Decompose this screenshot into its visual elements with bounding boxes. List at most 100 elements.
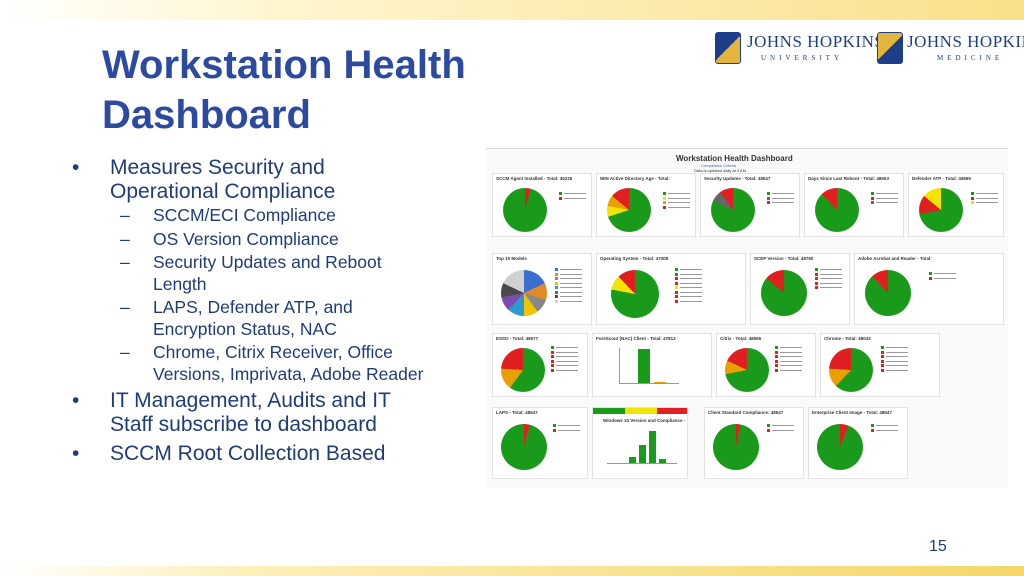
sub-bullet-item: – Security Updates and Reboot Length <box>70 252 490 295</box>
sub-bullet-marker: – <box>120 228 130 249</box>
pie-chart <box>503 188 547 232</box>
bullet-list: • Measures Security and Operational Comp… <box>70 156 490 468</box>
bullet-text: Staff subscribe to dashboard <box>110 412 377 436</box>
top-gradient-bar <box>0 0 1024 20</box>
sub-bullet-text: Encryption Status, NAC <box>153 318 337 339</box>
dashboard-screenshot: Workstation Health Dashboard Compliance … <box>486 148 1008 488</box>
bullet-text: Operational Compliance <box>110 179 336 203</box>
slide-title: Workstation Health Dashboard <box>102 40 542 140</box>
pie-chart <box>817 424 863 470</box>
panel-title: LAPS - Total: 48547 <box>496 410 538 415</box>
pie-chart <box>725 348 769 392</box>
status-swatch-yellow <box>625 408 657 414</box>
panel-title: Enterprise Client Image - Total: 48547 <box>812 410 892 415</box>
jhu-logo-sub: UNIVERSITY <box>761 54 843 62</box>
panel-title: Client Standard Compliance: 48547 <box>708 410 784 415</box>
sub-bullet-item: – OS Version Compliance <box>70 229 490 251</box>
panel-title: Defender ATP - Total: 45665 <box>912 176 971 181</box>
pie-chart <box>865 270 911 316</box>
panel-title: Operating System - Total: 47008 <box>600 256 669 261</box>
sub-bullet-item: – Chrome, Citrix Receiver, Office Versio… <box>70 342 490 385</box>
pie-chart <box>829 348 873 392</box>
bar-chart <box>619 348 679 384</box>
sub-bullet-text: Versions, Imprivata, Adobe Reader <box>153 363 424 384</box>
pie-chart <box>607 188 651 232</box>
bar <box>654 382 666 383</box>
panel-title: ForeScout (NAC) Client - Total: 47813 <box>596 336 676 341</box>
panel-title: SCEP Version - Total: 48760 <box>754 256 814 261</box>
status-swatch-red <box>657 408 687 414</box>
jhm-logo-sub: MEDICINE <box>937 54 1004 62</box>
pie-chart <box>761 270 807 316</box>
panel-chrome: Chrome - Total: 48043 <box>820 333 940 397</box>
panel-days-since-reboot: Days Since Last Reboot - Total: 48553 <box>804 173 904 237</box>
panel-win10-version: Windows 10 Version and Compliance - <box>592 407 688 479</box>
panel-title: Top 10 Models <box>496 256 527 261</box>
logos: JOHNS HOPKINS UNIVERSITY JOHNS HOPKINS M… <box>715 30 1024 70</box>
pie-chart <box>501 348 545 392</box>
dashboard-title: Workstation Health Dashboard <box>676 154 793 163</box>
panel-security-updates: Security Updates - Total: 48547 <box>700 173 800 237</box>
pie-chart <box>501 424 547 470</box>
panel-esso: ESSO - Total: 48577 <box>492 333 588 397</box>
panel-sccm-agent: SCCM Agent Installed - Total: 45225 <box>492 173 592 237</box>
sub-bullet-marker: – <box>120 297 130 317</box>
sub-bullet-text: SCCM/ECI Compliance <box>153 205 336 225</box>
sub-bullet-text: LAPS, Defender ATP, and <box>153 297 353 317</box>
sub-bullet-text: Chrome, Citrix Receiver, Office <box>153 342 393 362</box>
bar-chart <box>607 430 677 464</box>
updated-note: Data is updated daily at 3 AM <box>694 168 747 173</box>
panel-title: Security Updates - Total: 48547 <box>704 176 771 181</box>
bullet-item: • Measures Security and Operational Comp… <box>70 156 490 203</box>
sub-bullet-text: Length <box>153 273 207 294</box>
bottom-gradient-bar <box>0 566 1024 576</box>
compliance-criteria-link[interactable]: Compliance Criteria <box>701 163 737 168</box>
jhu-logo-name: JOHNS HOPKINS <box>747 32 885 51</box>
panel-laps: LAPS - Total: 48547 <box>492 407 588 479</box>
status-swatch-green <box>593 408 625 414</box>
jhm-shield-icon <box>877 32 903 64</box>
panel-defender-atp: Defender ATP - Total: 45665 <box>908 173 1004 237</box>
panel-top10-models: Top 10 Models <box>492 253 592 325</box>
sub-bullet-marker: – <box>120 342 130 362</box>
slide-title-line2: Dashboard <box>102 93 311 137</box>
slide-title-line1: Workstation Health <box>102 43 466 87</box>
pie-chart <box>815 188 859 232</box>
bullet-marker: • <box>72 389 80 412</box>
bar <box>639 445 646 463</box>
panel-citrix: Citrix - Total: 48556 <box>716 333 816 397</box>
sub-bullet-text: OS Version Compliance <box>153 228 339 249</box>
bar <box>659 459 666 463</box>
sub-bullet-marker: – <box>120 252 130 272</box>
panel-title: SCCM Agent Installed - Total: 45225 <box>496 176 573 181</box>
bullet-text: SCCM Root Collection Based <box>110 442 386 465</box>
sub-bullet-item: – SCCM/ECI Compliance <box>70 205 490 227</box>
bar <box>638 349 650 383</box>
panel-operating-system: Operating System - Total: 47008 <box>596 253 746 325</box>
panel-title: Days Since Last Reboot - Total: 48553 <box>808 176 889 181</box>
page-number: 15 <box>929 538 947 555</box>
pie-chart <box>711 188 755 232</box>
panel-win-ad-age: WIN Active Directory Age - Total: <box>596 173 696 237</box>
pie-chart <box>713 424 759 470</box>
jhu-shield-icon <box>715 32 741 64</box>
panel-title: ESSO - Total: 48577 <box>496 336 539 341</box>
bar <box>649 431 656 463</box>
bullet-text: IT Management, Audits and IT <box>110 389 391 412</box>
pie-chart <box>611 270 659 318</box>
panel-title: WIN Active Directory Age - Total: <box>600 176 670 181</box>
bullet-marker: • <box>72 156 80 179</box>
bullet-item: • IT Management, Audits and IT Staff sub… <box>70 389 490 436</box>
sub-bullet-item: – LAPS, Defender ATP, and Encryption Sta… <box>70 297 490 340</box>
sub-bullet-marker: – <box>120 205 130 225</box>
bar <box>629 457 636 463</box>
pie-chart <box>501 270 547 316</box>
pie-chart <box>919 188 963 232</box>
panel-client-standard: Client Standard Compliance: 48547 <box>704 407 804 479</box>
bullet-marker: • <box>72 442 80 465</box>
panel-title: Chrome - Total: 48043 <box>824 336 871 341</box>
sub-bullet-text: Security Updates and Reboot <box>153 252 382 272</box>
panel-forescout: ForeScout (NAC) Client - Total: 47813 <box>592 333 712 397</box>
panel-scep-version: SCEP Version - Total: 48760 <box>750 253 850 325</box>
bullet-item: • SCCM Root Collection Based <box>70 442 490 466</box>
